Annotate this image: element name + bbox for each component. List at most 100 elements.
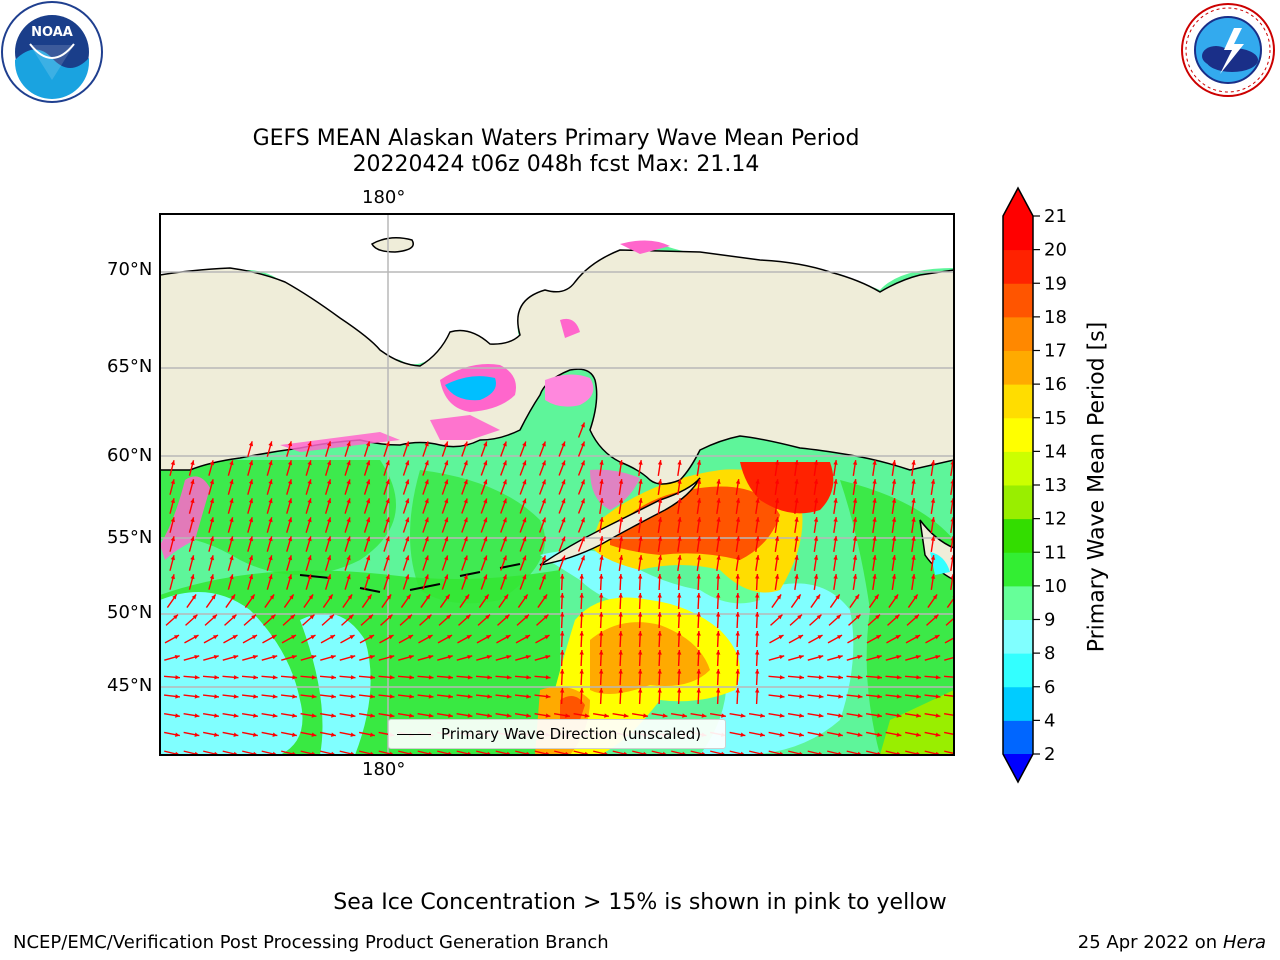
wave-arrow [847,634,862,644]
wave-arrow [286,479,293,495]
wave-arrow [208,536,215,552]
wave-arrow [696,459,702,477]
wave-arrow [813,497,819,515]
wave-arrow [657,516,663,534]
wave-arrow [383,517,390,533]
wave-arrow [300,654,317,661]
wave-arrow [813,459,819,477]
wave-arrow [558,536,566,552]
wave-arrow [865,694,883,699]
wave-arrow [709,713,727,718]
wave-arrow [794,554,799,572]
wave-arrow [456,675,473,680]
wave-arrow [441,460,449,476]
wave-arrow [305,498,312,514]
wave-arrow [480,574,488,590]
wave-arrow [579,668,584,686]
wave-direction-arrows [163,422,954,755]
wave-arrow [926,614,939,626]
wave-arrow [827,731,843,737]
wave-arrow [519,574,527,590]
wave-arrow [247,498,254,514]
colorbar-tick-label: 18 [1044,307,1067,328]
wave-arrow [378,694,395,699]
wave-arrow [755,668,760,686]
wave-arrow [163,713,181,718]
wave-arrow [577,422,586,438]
wave-arrow [227,574,234,590]
wave-arrow [500,517,507,533]
wave-arrow [872,459,877,477]
wave-arrow [904,694,922,699]
wave-arrow [891,516,897,534]
wave-arrow [169,498,175,514]
wave-arrow [188,517,195,533]
wave-arrow [677,668,682,686]
wave-arrow [422,479,429,495]
wave-arrow [183,694,200,699]
colorbar-band [1003,619,1033,654]
wave-arrow [441,517,449,533]
wave-arrow [577,460,586,476]
colorbar-band [1003,384,1033,419]
wave-arrow [359,654,375,661]
wave-arrow [833,459,838,477]
wave-arrow [729,731,746,737]
wave-arrow [872,478,877,496]
colorbar-over-triangle [1003,188,1033,216]
wave-arrow [618,573,623,591]
wave-arrow [696,554,702,572]
wave-arrow [222,675,239,680]
wave-arrow [768,654,785,661]
wave-arrow [480,460,488,476]
wave-arrow [833,516,838,534]
wave-arrow [696,516,702,534]
wave-arrow [599,592,604,610]
wave-arrow [599,554,604,572]
wave-arrow [222,713,239,718]
colorbar-tick-label: 14 [1044,441,1067,462]
colorbar-tick-label: 9 [1044,610,1055,631]
colorbar-band [1003,216,1033,251]
wave-arrow [456,654,473,661]
wave-arrow [638,630,643,648]
wave-arrow [223,634,238,644]
wave-arrow [305,517,312,533]
wave-arrow [813,516,819,534]
wave-arrow [599,649,604,667]
wave-arrow [261,731,278,737]
wave-arrow [420,594,431,608]
wave-arrow [441,498,449,514]
wave-arrow [202,713,220,718]
wave-arrow [790,594,802,608]
wave-arrow [755,554,760,572]
wave-arrow [514,713,532,718]
wave-arrow [560,687,565,705]
wave-arrow [358,675,376,680]
wave-arrow [441,479,449,495]
wave-arrow [247,536,254,552]
wave-arrow [558,479,566,495]
colorbar-band [1003,417,1033,452]
wave-arrow [344,574,351,590]
wave-arrow [266,460,273,476]
wave-arrow [539,517,546,533]
wave-arrow [286,574,293,590]
wave-arrow [852,478,858,496]
wave-arrow [904,713,922,718]
colorbar-band [1003,518,1033,553]
wave-arrow [183,731,200,737]
wave-arrow [885,675,902,680]
wave-arrow [872,573,877,591]
wave-arrow [302,614,315,626]
wave-arrow [305,555,312,571]
wave-arrow [183,713,200,718]
wave-arrow [846,675,863,680]
wave-arrow [261,654,278,661]
wave-arrow [716,611,721,629]
wave-arrow [519,479,527,495]
wave-arrow [872,554,877,572]
wave-arrow [480,517,488,533]
